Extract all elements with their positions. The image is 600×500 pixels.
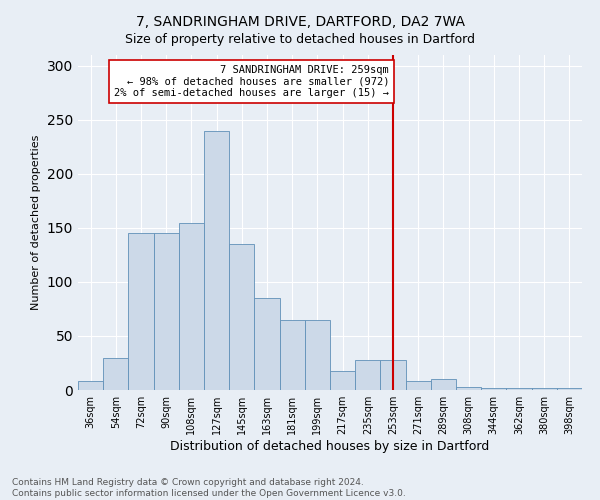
- Text: Contains HM Land Registry data © Crown copyright and database right 2024.
Contai: Contains HM Land Registry data © Crown c…: [12, 478, 406, 498]
- Bar: [154, 234, 179, 390]
- Text: 7 SANDRINGHAM DRIVE: 259sqm
← 98% of detached houses are smaller (972)
2% of sem: 7 SANDRINGHAM DRIVE: 259sqm ← 98% of det…: [114, 65, 389, 98]
- Bar: [481, 388, 506, 390]
- Bar: [280, 320, 305, 390]
- Bar: [103, 358, 128, 390]
- Bar: [254, 298, 280, 390]
- Bar: [557, 388, 582, 390]
- X-axis label: Distribution of detached houses by size in Dartford: Distribution of detached houses by size …: [170, 440, 490, 453]
- Y-axis label: Number of detached properties: Number of detached properties: [31, 135, 41, 310]
- Bar: [380, 360, 406, 390]
- Bar: [456, 387, 481, 390]
- Bar: [506, 388, 532, 390]
- Bar: [532, 388, 557, 390]
- Bar: [204, 130, 229, 390]
- Bar: [355, 360, 380, 390]
- Bar: [330, 370, 355, 390]
- Bar: [78, 382, 103, 390]
- Bar: [305, 320, 330, 390]
- Bar: [229, 244, 254, 390]
- Text: 7, SANDRINGHAM DRIVE, DARTFORD, DA2 7WA: 7, SANDRINGHAM DRIVE, DARTFORD, DA2 7WA: [136, 15, 464, 29]
- Bar: [406, 382, 431, 390]
- Text: Size of property relative to detached houses in Dartford: Size of property relative to detached ho…: [125, 32, 475, 46]
- Bar: [179, 222, 204, 390]
- Bar: [431, 379, 456, 390]
- Bar: [128, 234, 154, 390]
